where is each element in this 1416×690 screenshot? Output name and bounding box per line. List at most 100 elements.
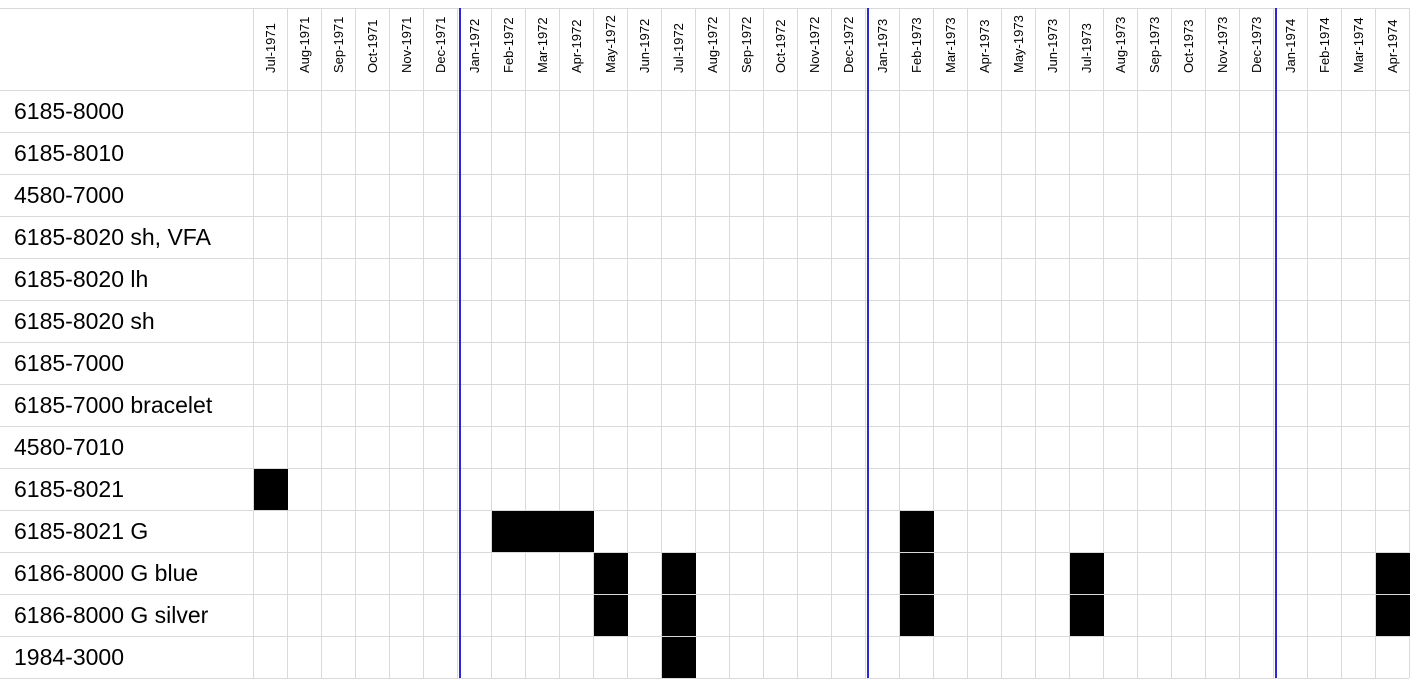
column-header-text: Feb-1973 [909,17,924,73]
cell [1002,343,1036,384]
cell [628,427,662,468]
cell [1036,637,1070,678]
cell [628,343,662,384]
column-header-text: Nov-1973 [1215,16,1230,73]
cell [526,427,560,468]
cell [1138,427,1172,468]
column-header: Sep-1972 [729,4,763,88]
grid-line [661,8,662,678]
cell [662,469,696,510]
column-header: Apr-1974 [1375,4,1409,88]
cell [458,427,492,468]
cell [764,301,798,342]
cell [1342,637,1376,678]
cell [594,133,628,174]
cell [1138,91,1172,132]
cell [662,301,696,342]
cell [1274,427,1308,468]
cell [526,175,560,216]
cell [288,133,322,174]
grid-line [0,8,1409,9]
column-header: Dec-1973 [1239,4,1273,88]
cell [934,343,968,384]
cell [1342,301,1376,342]
row-label: 6185-7000 bracelet [14,392,213,418]
cell [900,301,934,342]
column-header: Jan-1972 [457,4,491,88]
cell [1240,553,1274,594]
grid-line [559,8,560,678]
grid-line [355,8,356,678]
cell [254,553,288,594]
cell [866,301,900,342]
cell [1172,91,1206,132]
cell [254,217,288,258]
cell [832,217,866,258]
cell [628,175,662,216]
cell [1002,469,1036,510]
cell [1070,217,1104,258]
cell [1070,553,1104,594]
cell [764,175,798,216]
column-header-text: Apr-1973 [977,19,992,73]
cell [1104,385,1138,426]
grid-line [1375,8,1376,678]
cell [288,301,322,342]
cell [798,511,832,552]
cell [798,175,832,216]
cell [1172,637,1206,678]
column-header-text: Jun-1973 [1045,18,1060,73]
column-header-text: Apr-1972 [569,19,584,73]
cell [968,553,1002,594]
cell [390,385,424,426]
year-separator [867,8,869,678]
cell [1308,637,1342,678]
cell [934,469,968,510]
cell [594,385,628,426]
cell [1376,343,1410,384]
grid-line [0,132,1409,133]
cell [1206,553,1240,594]
cell [866,91,900,132]
cell [1274,217,1308,258]
cell [1138,511,1172,552]
cell [322,427,356,468]
cell [594,637,628,678]
grid-line [0,90,1409,91]
grid-line [1069,8,1070,678]
cell [1342,427,1376,468]
column-header: Mar-1972 [525,4,559,88]
column-header: Dec-1972 [831,4,865,88]
cell [492,385,526,426]
cell [1274,385,1308,426]
cell [288,511,322,552]
cell [560,385,594,426]
cell [730,91,764,132]
cell [1104,259,1138,300]
cell [1002,217,1036,258]
cell [390,595,424,636]
cell [1036,595,1070,636]
cell [424,217,458,258]
column-header: Jun-1972 [627,4,661,88]
cell [1172,553,1206,594]
cell [424,175,458,216]
column-header-text: Feb-1972 [501,17,516,73]
cell [1308,385,1342,426]
cell [1342,469,1376,510]
cell [1138,637,1172,678]
column-header: Aug-1971 [287,4,321,88]
cell [1240,595,1274,636]
cell [832,343,866,384]
cell [1308,553,1342,594]
cell [662,343,696,384]
grid-line [593,8,594,678]
column-header-text: Jan-1972 [467,18,482,73]
cell [1206,595,1240,636]
cell [356,175,390,216]
cell [458,301,492,342]
cell [628,259,662,300]
grid-line [0,678,1409,679]
cell [730,343,764,384]
cell [424,637,458,678]
